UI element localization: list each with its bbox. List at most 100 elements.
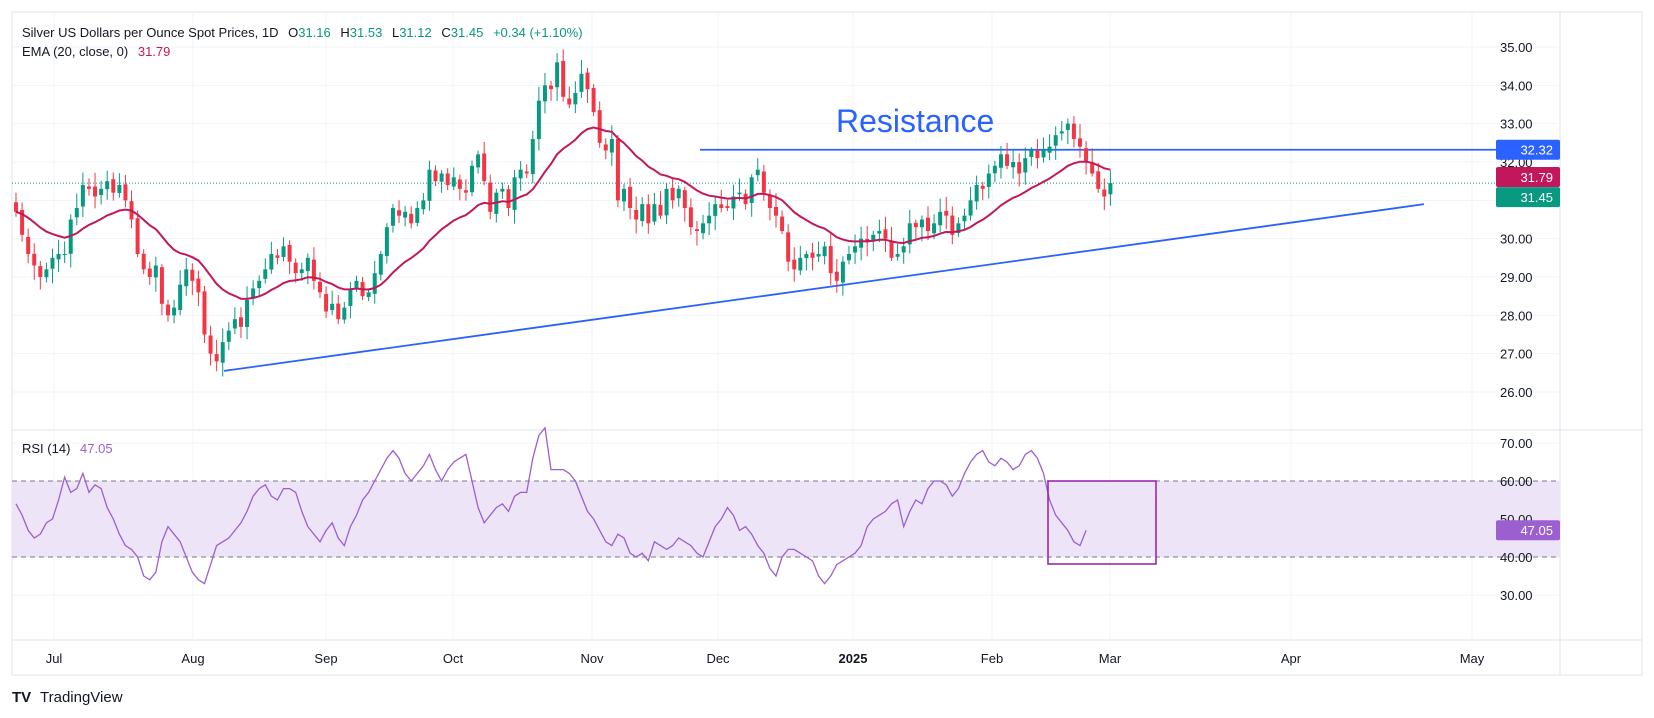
candle-body xyxy=(397,210,402,216)
candle-body xyxy=(974,185,979,202)
candle-body xyxy=(907,223,912,245)
candle-body xyxy=(889,240,894,258)
candle-body xyxy=(172,307,177,316)
price-tick-label: 33.00 xyxy=(1500,117,1533,132)
candle-body xyxy=(986,173,991,187)
rsi-label: RSI (14) xyxy=(22,441,70,456)
candle-body xyxy=(840,261,845,283)
candle-body xyxy=(178,284,183,310)
close-label: C xyxy=(441,25,450,40)
tradingview-logo: TV TradingView xyxy=(12,689,123,706)
candle-body xyxy=(713,204,718,216)
candle-body xyxy=(305,257,310,271)
candle-body xyxy=(506,189,511,208)
candle-body xyxy=(731,196,736,209)
time-tick-label: Nov xyxy=(580,651,604,666)
candle-body xyxy=(275,255,280,258)
candle-body xyxy=(38,266,43,277)
candle-body xyxy=(433,170,438,182)
candle-body xyxy=(293,262,298,274)
price-axis-ticks: 35.0034.0033.0032.0031.0030.0029.0028.00… xyxy=(1500,40,1533,400)
candle-body xyxy=(707,215,712,224)
candle-body xyxy=(676,188,681,199)
candle-body xyxy=(962,215,967,222)
candle-body xyxy=(530,139,535,175)
candle-body xyxy=(1078,138,1082,147)
candle-body xyxy=(1035,150,1040,159)
time-tick-label: Jul xyxy=(46,651,63,666)
candle-body xyxy=(202,291,207,335)
candle-body xyxy=(421,200,426,210)
candle-body xyxy=(1059,131,1064,134)
symbol-title: Silver US Dollars per Ounce Spot Prices,… xyxy=(22,25,278,40)
candle-body xyxy=(609,139,614,153)
price-tick-label: 27.00 xyxy=(1500,347,1533,362)
candle-body xyxy=(220,342,225,363)
candle-body xyxy=(828,246,833,274)
candle-body xyxy=(214,354,219,362)
candle-body xyxy=(257,280,262,289)
candle-body xyxy=(755,169,760,176)
candle-body xyxy=(992,165,997,174)
candle-body xyxy=(245,300,250,327)
candle-body xyxy=(299,269,304,274)
candle-body xyxy=(226,330,231,342)
candle-body xyxy=(384,227,389,256)
candle-body xyxy=(767,194,772,208)
candle-body xyxy=(14,202,18,212)
candle-body xyxy=(895,254,900,257)
candle-body xyxy=(427,169,432,201)
candle-body xyxy=(542,85,547,102)
candle-body xyxy=(488,182,493,212)
candle-body xyxy=(56,254,61,260)
candle-body xyxy=(311,259,316,281)
candle-body xyxy=(196,278,201,293)
candle-body xyxy=(117,185,122,193)
ema-legend-value: 31.79 xyxy=(138,44,171,59)
candle-body xyxy=(567,98,572,105)
candle-body xyxy=(579,73,584,92)
candle-body xyxy=(1102,189,1107,197)
rsi-tick-label: 70.00 xyxy=(1500,436,1533,451)
candle-body xyxy=(524,171,529,174)
candle-body xyxy=(287,244,292,262)
ema-label: EMA (20, close, 0) xyxy=(22,44,128,59)
candle-body xyxy=(409,213,414,224)
candle-body xyxy=(457,179,462,189)
time-tick-label: Oct xyxy=(443,651,464,666)
candle-body xyxy=(926,217,930,231)
time-tick-label: May xyxy=(1460,651,1485,666)
candle-body xyxy=(518,169,523,179)
price-tick-label: 34.00 xyxy=(1500,78,1533,93)
candle-body xyxy=(883,229,888,239)
trendlines xyxy=(12,148,1560,372)
high-label: H xyxy=(340,25,349,40)
candle-body xyxy=(822,246,827,257)
change-value: +0.34 (+1.10%) xyxy=(493,25,583,40)
candle-body xyxy=(956,223,961,234)
candle-body xyxy=(403,211,408,218)
rsi-polyline xyxy=(15,426,1087,585)
rsi-tick-label: 30.00 xyxy=(1500,588,1533,603)
candle-body xyxy=(549,85,554,90)
candle-body xyxy=(147,268,152,277)
candle-body xyxy=(634,209,639,220)
candle-body xyxy=(1071,123,1076,139)
candle-body xyxy=(415,208,420,223)
candle-body xyxy=(263,269,268,279)
candle-body xyxy=(26,236,31,254)
price-tick-label: 26.00 xyxy=(1500,385,1533,400)
time-axis-ticks: Jul Aug Sep Oct Nov Dec 2025 Feb Mar Apr May xyxy=(46,651,1485,666)
rsi-tick-label: 60.00 xyxy=(1500,474,1533,489)
resistance-badge-bg xyxy=(1496,139,1560,160)
candle-body xyxy=(597,110,602,143)
candle-body xyxy=(780,216,785,231)
candle-body xyxy=(378,254,383,275)
candle-body xyxy=(342,307,347,320)
time-tick-label: 2025 xyxy=(839,651,868,666)
resistance-badge: 32.32 xyxy=(1520,143,1553,158)
candle-body xyxy=(877,231,882,234)
candle-body xyxy=(792,259,797,270)
